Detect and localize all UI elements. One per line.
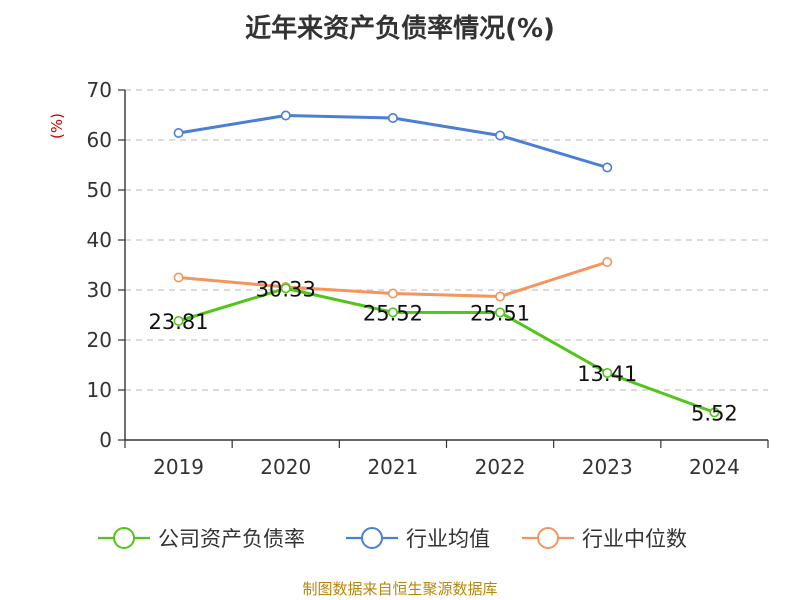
legend-marker — [113, 527, 135, 549]
series-line-1 — [178, 114, 608, 169]
data-point — [387, 288, 398, 299]
data-label: 23.81 — [149, 310, 209, 334]
y-tick-label: 60 — [87, 128, 112, 152]
legend-label: 公司资产负债率 — [158, 527, 305, 551]
legend-marker — [537, 527, 559, 549]
x-tick-label: 2024 — [689, 455, 740, 479]
data-label: 25.51 — [470, 301, 530, 325]
data-point — [280, 110, 291, 121]
data-labels: 23.81 30.33 25.52 25.51 13.41 5.52 — [149, 277, 738, 425]
data-label: 25.52 — [363, 301, 423, 325]
data-point — [280, 283, 291, 294]
grid-lines — [125, 89, 768, 391]
data-point — [387, 113, 398, 124]
data-point — [602, 162, 613, 173]
y-tick-label: 30 — [87, 278, 112, 302]
x-tick-label: 2023 — [582, 455, 633, 479]
x-tick-label: 2021 — [367, 455, 418, 479]
data-point — [173, 128, 184, 139]
legend-label: 行业均值 — [406, 527, 490, 551]
data-point — [173, 315, 184, 326]
chart-title: 近年来资产负债率情况(%) — [245, 14, 555, 44]
y-tick-label: 10 — [87, 378, 112, 402]
y-tick-label: 40 — [87, 228, 112, 252]
data-label: 30.33 — [256, 277, 316, 301]
data-point — [709, 407, 720, 418]
axes: 0 10 20 30 40 50 60 70 2019 2020 2021 2022 2023 2024 (… — [48, 78, 769, 479]
source-note: 制图数据来自恒生聚源数据库 — [302, 580, 498, 598]
y-tick-label: 0 — [99, 428, 112, 452]
legend: 公司资产负债率 行业均值 行业中位数 — [98, 527, 687, 551]
series-lines — [173, 110, 720, 418]
x-tick-label: 2022 — [475, 455, 526, 479]
x-tick-label: 2019 — [153, 455, 204, 479]
data-point — [495, 130, 506, 141]
data-label: 5.52 — [691, 401, 738, 425]
data-label: 13.41 — [577, 362, 637, 386]
y-axis-unit: (%) — [48, 113, 66, 139]
legend-marker — [361, 527, 383, 549]
x-tick-label: 2020 — [260, 455, 311, 479]
data-point — [602, 367, 613, 378]
data-point — [387, 307, 398, 318]
y-tick-label: 70 — [87, 78, 112, 102]
legend-label: 行业中位数 — [582, 527, 687, 551]
data-point — [173, 272, 184, 283]
y-tick-label: 50 — [87, 178, 112, 202]
data-point — [495, 307, 506, 318]
data-point — [602, 256, 613, 267]
y-tick-label: 20 — [87, 328, 112, 352]
series-line-0 — [178, 286, 715, 414]
data-point — [495, 291, 506, 302]
